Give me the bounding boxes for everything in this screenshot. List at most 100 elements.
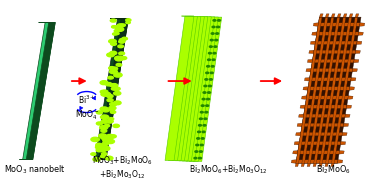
Circle shape — [213, 20, 216, 21]
Circle shape — [101, 92, 109, 96]
Circle shape — [108, 67, 115, 70]
Circle shape — [211, 66, 214, 67]
Polygon shape — [325, 163, 328, 167]
Circle shape — [214, 46, 217, 47]
Circle shape — [119, 40, 125, 43]
Polygon shape — [293, 151, 298, 154]
Text: MoO$_3$+Bi$_2$MoO$_6$
+Bi$_2$Mo$_3$O$_{12}$: MoO$_3$+Bi$_2$MoO$_6$ +Bi$_2$Mo$_3$O$_{1… — [92, 155, 153, 181]
Circle shape — [106, 135, 114, 139]
Circle shape — [103, 109, 109, 112]
Polygon shape — [342, 132, 347, 136]
Circle shape — [119, 52, 125, 55]
Circle shape — [121, 24, 125, 26]
Circle shape — [217, 20, 220, 21]
Circle shape — [202, 131, 205, 133]
Circle shape — [93, 158, 100, 161]
Circle shape — [109, 118, 114, 120]
Polygon shape — [169, 16, 197, 160]
Polygon shape — [313, 163, 316, 167]
Circle shape — [118, 45, 123, 48]
Circle shape — [116, 63, 122, 66]
Polygon shape — [318, 23, 360, 26]
Polygon shape — [313, 50, 356, 54]
Circle shape — [110, 19, 116, 22]
Circle shape — [205, 112, 208, 113]
Polygon shape — [296, 17, 361, 163]
Circle shape — [204, 118, 207, 119]
Polygon shape — [332, 17, 358, 163]
Polygon shape — [359, 23, 365, 26]
Polygon shape — [343, 123, 349, 127]
Circle shape — [110, 84, 118, 87]
Circle shape — [126, 19, 131, 21]
Circle shape — [115, 57, 123, 61]
Circle shape — [113, 124, 119, 128]
Circle shape — [216, 33, 218, 34]
Circle shape — [112, 67, 118, 70]
Circle shape — [202, 98, 205, 100]
Circle shape — [113, 87, 120, 91]
Polygon shape — [305, 105, 347, 108]
Polygon shape — [307, 163, 310, 167]
Circle shape — [103, 139, 109, 142]
Circle shape — [210, 72, 213, 74]
Circle shape — [96, 111, 102, 114]
Circle shape — [114, 101, 121, 105]
Polygon shape — [325, 14, 329, 17]
Circle shape — [101, 146, 110, 151]
Circle shape — [117, 24, 124, 27]
Polygon shape — [351, 78, 356, 81]
Polygon shape — [291, 160, 296, 163]
Circle shape — [207, 66, 209, 67]
Polygon shape — [320, 17, 346, 163]
Circle shape — [115, 32, 119, 35]
Polygon shape — [349, 14, 353, 17]
Polygon shape — [308, 87, 350, 90]
Circle shape — [91, 153, 96, 155]
Circle shape — [212, 59, 215, 61]
Circle shape — [101, 155, 105, 158]
Polygon shape — [294, 141, 299, 145]
Circle shape — [211, 33, 214, 34]
Circle shape — [110, 111, 116, 113]
Circle shape — [201, 138, 204, 139]
Polygon shape — [308, 17, 334, 163]
Circle shape — [201, 105, 204, 106]
Circle shape — [110, 109, 115, 111]
Polygon shape — [301, 163, 305, 167]
Circle shape — [198, 157, 201, 159]
Polygon shape — [189, 17, 218, 161]
Circle shape — [198, 125, 201, 126]
Polygon shape — [319, 163, 322, 167]
Text: Bi$^{3+}$: Bi$^{3+}$ — [77, 94, 96, 106]
Polygon shape — [331, 163, 334, 167]
Polygon shape — [356, 41, 362, 45]
Polygon shape — [311, 68, 353, 72]
Circle shape — [106, 139, 115, 144]
Polygon shape — [331, 14, 335, 17]
Circle shape — [111, 43, 116, 45]
Circle shape — [100, 125, 108, 130]
Circle shape — [217, 26, 220, 28]
Polygon shape — [337, 14, 341, 17]
Circle shape — [114, 30, 119, 32]
Polygon shape — [182, 17, 211, 161]
Circle shape — [196, 144, 199, 146]
Text: MoO$_3$ nanobelt: MoO$_3$ nanobelt — [5, 164, 66, 176]
Circle shape — [198, 131, 200, 133]
Polygon shape — [26, 22, 55, 160]
Polygon shape — [313, 23, 319, 26]
Circle shape — [100, 90, 106, 93]
Circle shape — [107, 99, 113, 102]
Circle shape — [200, 151, 202, 152]
Circle shape — [102, 142, 108, 145]
Circle shape — [206, 72, 209, 74]
Polygon shape — [339, 151, 344, 154]
Circle shape — [215, 39, 218, 41]
Circle shape — [116, 57, 124, 60]
Polygon shape — [95, 19, 128, 160]
Polygon shape — [296, 160, 338, 163]
Circle shape — [112, 26, 116, 28]
Polygon shape — [297, 123, 302, 127]
Circle shape — [99, 134, 107, 138]
